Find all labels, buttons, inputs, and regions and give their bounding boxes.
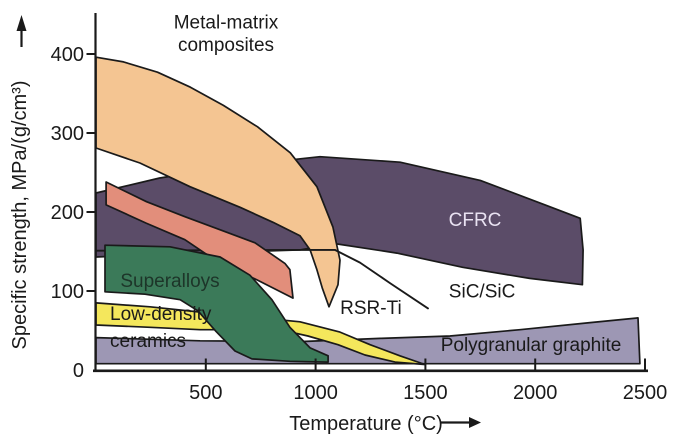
x-tick-label-500: 500: [189, 382, 222, 404]
y-tick-label-400: 400: [51, 44, 84, 66]
x-axis-title: Temperature (°C): [289, 413, 443, 435]
y-tick-label-200: 200: [51, 202, 84, 224]
label-polygranular-graphite: Polygranular graphite: [441, 335, 622, 356]
metal-matrix-composites-region: [95, 56, 341, 308]
label-rsr-ti: RSR-Ti: [340, 298, 402, 319]
label-cfrc: CFRC: [449, 210, 502, 231]
label-ceramics: ceramics: [110, 331, 186, 352]
x-tick-label-1500: 1500: [403, 382, 448, 404]
y-axis-arrowhead-icon: [16, 15, 27, 31]
label-metal-matrix-line1: Metal-matrix: [174, 13, 279, 34]
y-tick-label-0: 0: [73, 360, 84, 382]
x-axis-arrowhead-icon: [469, 417, 481, 428]
superalloys-region: [104, 244, 329, 363]
label-superalloys: Superalloys: [120, 271, 219, 292]
y-tick-label-300: 300: [51, 123, 84, 145]
label-low-density: Low-density: [110, 304, 212, 325]
y-tick-label-100: 100: [51, 281, 84, 303]
rsr-ti-band-region: [105, 181, 294, 299]
label-metal-matrix-line2: composites: [178, 35, 274, 56]
label-sic-sic: SiC/SiC: [449, 281, 516, 302]
y-axis-title: Specific strength, MPa/(g/cm³): [9, 81, 31, 350]
x-tick-label-1000: 1000: [293, 382, 338, 404]
x-tick-label-2500: 2500: [623, 382, 668, 404]
x-tick-label-2000: 2000: [513, 382, 558, 404]
